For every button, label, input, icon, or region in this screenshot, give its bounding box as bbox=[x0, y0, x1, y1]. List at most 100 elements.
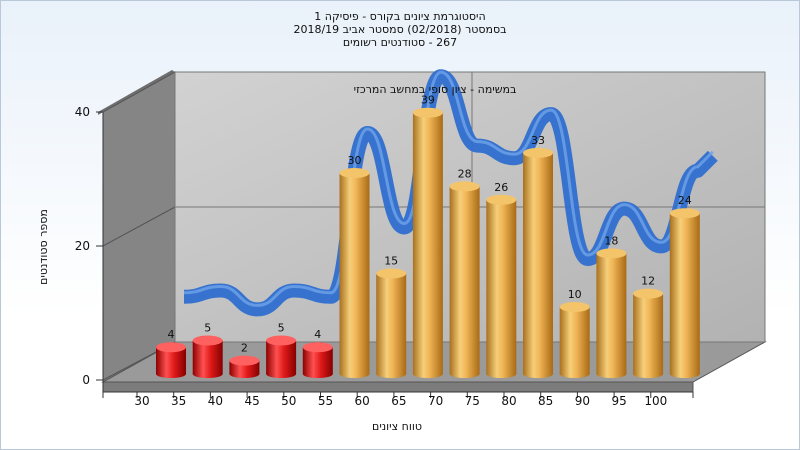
bar-bottom bbox=[266, 370, 297, 378]
x-tick-label: 35 bbox=[171, 394, 186, 408]
bar-value-label: 33 bbox=[531, 134, 545, 147]
bar-95: 12 bbox=[633, 275, 664, 378]
bar-top bbox=[523, 147, 553, 158]
bar-bottom bbox=[559, 370, 590, 378]
bar-top bbox=[633, 288, 664, 299]
bar-body bbox=[486, 199, 517, 374]
bar-value-label: 10 bbox=[568, 288, 582, 301]
x-tick-label: 55 bbox=[318, 394, 333, 408]
bar-top bbox=[669, 208, 700, 219]
bar-bottom bbox=[596, 370, 627, 378]
bar-50: 4 bbox=[302, 328, 333, 378]
bar-bottom bbox=[302, 370, 333, 378]
bar-top bbox=[192, 335, 223, 346]
title-line-3: 267 - סטודנטים רשומים bbox=[342, 36, 458, 49]
bar-35: 5 bbox=[192, 322, 223, 378]
y-tick-label: 40 bbox=[75, 105, 90, 119]
bar-top bbox=[339, 168, 370, 178]
bar-value-label: 5 bbox=[204, 322, 211, 335]
bar-body bbox=[633, 293, 664, 374]
x-tick-label: 80 bbox=[501, 394, 516, 408]
bar-body bbox=[596, 253, 627, 374]
bar-bottom bbox=[523, 370, 553, 378]
bar-body bbox=[339, 173, 370, 374]
bar-top bbox=[559, 302, 590, 312]
x-tick-label: 65 bbox=[391, 394, 406, 408]
y-tick-label: 20 bbox=[75, 239, 90, 253]
distribution-curve bbox=[183, 69, 718, 317]
bar-top bbox=[412, 107, 443, 118]
title-line-1: היסטוגרמת ציונים בקורס - פיסיקה 1 bbox=[314, 10, 486, 23]
bar-85: 10 bbox=[559, 288, 590, 378]
bar-bottom bbox=[156, 370, 186, 378]
x-tick-label: 75 bbox=[465, 394, 480, 408]
y-tick-label: 0 bbox=[82, 373, 90, 387]
bar-value-label: 26 bbox=[494, 181, 508, 194]
bar-bottom bbox=[339, 370, 370, 378]
bar-80: 33 bbox=[523, 134, 553, 378]
bar-top bbox=[266, 335, 297, 346]
bar-45: 5 bbox=[266, 322, 297, 378]
x-tick-label: 45 bbox=[244, 394, 259, 408]
bar-75: 26 bbox=[486, 181, 517, 378]
bar-70: 28 bbox=[449, 167, 480, 378]
x-tick-label: 85 bbox=[538, 394, 553, 408]
bar-value-label: 5 bbox=[278, 322, 285, 335]
bar-value-label: 12 bbox=[641, 275, 655, 288]
bar-value-label: 30 bbox=[348, 154, 362, 167]
curve-highlight bbox=[183, 70, 714, 307]
bar-40: 2 bbox=[229, 342, 260, 378]
bar-65: 39 bbox=[412, 94, 443, 378]
chart-title: היסטוגרמת ציונים בקורס - פיסיקה 1 בסמסטר… bbox=[0, 10, 800, 49]
bar-body bbox=[412, 112, 443, 374]
bar-bottom bbox=[192, 370, 223, 378]
x-tick-label: 50 bbox=[281, 394, 296, 408]
bar-value-label: 39 bbox=[421, 94, 435, 107]
x-tick-label: 40 bbox=[208, 394, 223, 408]
x-tick-label: 60 bbox=[355, 394, 370, 408]
bar-top bbox=[449, 181, 480, 192]
bar-body bbox=[523, 152, 553, 374]
bar-bottom bbox=[449, 370, 480, 378]
bar-value-label: 24 bbox=[678, 194, 692, 207]
bar-top bbox=[229, 355, 260, 366]
bar-top bbox=[486, 194, 517, 205]
bar-value-label: 18 bbox=[604, 234, 618, 247]
x-tick-label: 30 bbox=[134, 394, 149, 408]
grid-side-20 bbox=[102, 206, 176, 247]
bar-value-label: 28 bbox=[458, 167, 472, 180]
bar-body bbox=[376, 273, 407, 374]
bar-bottom bbox=[486, 370, 517, 378]
bar-bottom bbox=[412, 370, 443, 378]
bar-body bbox=[192, 340, 223, 374]
bar-body bbox=[559, 307, 590, 374]
title-line-2: בסמסטר (02/2018) סמסטר אביב 2018/19 bbox=[293, 23, 507, 36]
bar-bottom bbox=[376, 370, 407, 378]
x-axis-label: טווח ציונים bbox=[372, 420, 422, 433]
grid-side-40 bbox=[102, 71, 176, 113]
bar-value-label: 2 bbox=[241, 342, 248, 355]
bar-bottom bbox=[669, 370, 700, 378]
bar-top bbox=[376, 268, 407, 279]
bars: 4 5 2 5 4 30 15 39 28 26 33 10 18 12 24 bbox=[156, 94, 700, 378]
floor-front bbox=[102, 381, 694, 393]
bar-body bbox=[449, 186, 480, 374]
x-tick-label: 95 bbox=[611, 394, 626, 408]
bar-top bbox=[302, 342, 333, 353]
bar-55: 30 bbox=[339, 154, 370, 378]
y-axis-label: מספר סטודנטים bbox=[37, 209, 50, 285]
bar-value-label: 15 bbox=[384, 255, 398, 268]
bar-body bbox=[669, 213, 700, 374]
x-tick-label: 100 bbox=[644, 394, 667, 408]
bar-top bbox=[596, 248, 627, 259]
bar-value-label: 4 bbox=[168, 328, 175, 341]
bar-top bbox=[156, 342, 186, 353]
bar-value-label: 4 bbox=[314, 328, 321, 341]
bar-bottom bbox=[633, 370, 664, 378]
bar-60: 15 bbox=[376, 255, 407, 378]
bar-body bbox=[266, 340, 297, 374]
bar-bottom bbox=[229, 370, 260, 378]
curve-ribbon bbox=[183, 69, 718, 317]
